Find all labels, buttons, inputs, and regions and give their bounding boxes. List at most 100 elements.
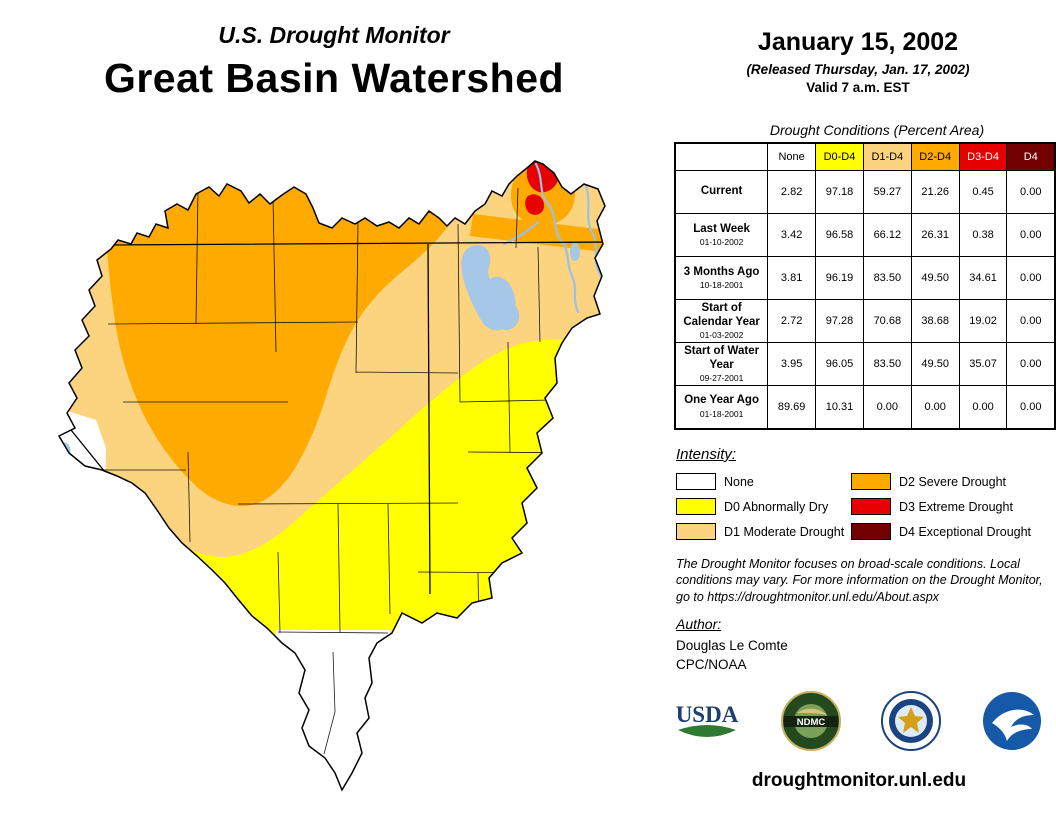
page-title: Great Basin Watershed <box>103 55 565 101</box>
percent-value-cell: 89.69 <box>767 385 817 429</box>
region-d2-severe-drought <box>103 166 456 507</box>
header-cell-d0d4: D0-D4 <box>815 142 864 171</box>
ndmc-logo: NDMC <box>780 691 841 751</box>
legend-swatch-d3 <box>851 498 891 515</box>
legend-item-d0: D0 Abnormally Dry <box>676 494 851 519</box>
county-borders <box>98 187 599 755</box>
percent-value-cell: 10.31 <box>815 385 864 429</box>
author-heading: Author: <box>676 616 722 632</box>
percent-value-cell: 0.00 <box>1006 170 1056 214</box>
author-name: Douglas Le Comte <box>676 638 788 653</box>
footer-url: droughtmonitor.unl.edu <box>751 770 967 791</box>
legend-column-left: None D0 Abnormally Dry D1 Moderate Droug… <box>676 469 851 544</box>
header-cell-d2d4: D2-D4 <box>910 142 960 171</box>
percent-value-cell: 0.00 <box>958 385 1008 429</box>
released-date: (Released Thursday, Jan. 17, 2002) <box>746 62 970 77</box>
percent-value-cell: 97.28 <box>815 299 864 343</box>
svg-text:NDMC: NDMC <box>796 717 825 728</box>
percent-value-cell: 83.50 <box>862 256 912 300</box>
row-label-cell: 3 Months Ago 10-18-2001 <box>674 256 769 300</box>
noaa-logo <box>982 692 1041 750</box>
legend-item-d2: D2 Severe Drought <box>851 469 1026 494</box>
legend-swatch-d2 <box>851 473 891 490</box>
percent-value-cell: 0.00 <box>1006 256 1056 300</box>
region-none-south-tail <box>270 630 390 790</box>
percent-value-cell: 83.50 <box>862 342 912 386</box>
table-row-3-months-ago: 3 Months Ago 10-18-2001 3.81 96.19 83.50… <box>674 256 1056 300</box>
row-label-cell: Start of Calendar Year 01-03-2002 <box>674 299 769 343</box>
percent-value-cell: 0.45 <box>958 170 1008 214</box>
header-corner-cell <box>674 142 769 171</box>
percent-value-cell: 3.42 <box>767 213 817 257</box>
usda-swoosh-icon <box>678 725 736 737</box>
percent-value-cell: 2.72 <box>767 299 817 343</box>
row-label-cell: Current <box>674 170 769 214</box>
percent-value-cell: 0.00 <box>1006 213 1056 257</box>
legend-item-d1: D1 Moderate Drought <box>676 519 851 544</box>
table-title: Drought Conditions (Percent Area) <box>769 122 985 138</box>
map-date: January 15, 2002 <box>757 28 959 56</box>
author-org: CPC/NOAA <box>676 657 747 672</box>
percent-value-cell: 0.38 <box>958 213 1008 257</box>
usda-logo: USDA <box>676 702 739 737</box>
disclaimer-text: The Drought Monitor focuses on broad-sca… <box>676 557 1043 604</box>
percent-value-cell: 66.12 <box>862 213 912 257</box>
noaa-bird-icon <box>991 709 1034 741</box>
region-d3-extreme-drought-2 <box>525 194 545 215</box>
percent-value-cell: 0.00 <box>1006 299 1056 343</box>
table-row-last-week: Last Week 01-10-2002 3.42 96.58 66.12 26… <box>674 213 1056 257</box>
table-row-start-water-year: Start of Water Year 09-27-2001 3.95 96.0… <box>674 342 1056 386</box>
percent-value-cell: 21.26 <box>910 170 960 214</box>
percent-value-cell: 96.05 <box>815 342 864 386</box>
percent-value-cell: 35.07 <box>958 342 1008 386</box>
legend-item-d3: D3 Extreme Drought <box>851 494 1026 519</box>
row-label-cell: Last Week 01-10-2002 <box>674 213 769 257</box>
legend-item-d4: D4 Exceptional Drought <box>851 519 1031 544</box>
drought-map-svg <box>57 160 606 792</box>
commerce-seal-logo <box>881 691 942 751</box>
header-cell-none: None <box>767 142 817 171</box>
commerce-eagle-icon <box>898 707 925 733</box>
row-label-cell: Start of Water Year 09-27-2001 <box>674 342 769 386</box>
percent-value-cell: 70.68 <box>862 299 912 343</box>
percent-value-cell: 0.00 <box>1006 342 1056 386</box>
percent-value-cell: 0.00 <box>1006 385 1056 429</box>
logo-row: USDA NDMC <box>672 690 1044 752</box>
header-cell-d1d4: D1-D4 <box>862 142 912 171</box>
percent-value-cell: 0.00 <box>910 385 960 429</box>
percent-value-cell: 19.02 <box>958 299 1008 343</box>
drought-conditions-table: None D0-D4 D1-D4 D2-D4 D3-D4 D4 Current … <box>674 142 1056 430</box>
percent-value-cell: 3.81 <box>767 256 817 300</box>
percent-value-cell: 97.18 <box>815 170 864 214</box>
report-kicker: U.S. Drought Monitor <box>218 22 450 48</box>
legend-item-none: None <box>676 469 851 494</box>
date-block: January 15, 2002 (Released Thursday, Jan… <box>678 28 1038 95</box>
table-row-start-calendar-year: Start of Calendar Year 01-03-2002 2.72 9… <box>674 299 1056 343</box>
legend-swatch-d1 <box>676 523 716 540</box>
percent-value-cell: 3.95 <box>767 342 817 386</box>
utah-lake <box>493 302 520 331</box>
region-d2-northeast-band <box>470 214 605 254</box>
watershed-outline <box>57 160 606 792</box>
header-cell-d3d4: D3-D4 <box>958 142 1008 171</box>
percent-value-cell: 26.31 <box>910 213 960 257</box>
legend-swatch-d0 <box>676 498 716 515</box>
valid-time: Valid 7 a.m. EST <box>806 80 910 95</box>
table-row-one-year-ago: One Year Ago 01-18-2001 89.69 10.31 0.00… <box>674 385 1056 429</box>
percent-value-cell: 49.50 <box>910 342 960 386</box>
legend-title: Intensity: <box>676 446 737 463</box>
row-label-cell: One Year Ago 01-18-2001 <box>674 385 769 429</box>
header-cell-d4: D4 <box>1006 142 1056 171</box>
percent-value-cell: 0.00 <box>862 385 912 429</box>
table-row-current: Current 2.82 97.18 59.27 21.26 0.45 0.00 <box>674 170 1056 214</box>
percent-value-cell: 34.61 <box>958 256 1008 300</box>
drought-map <box>38 152 690 812</box>
percent-value-cell: 2.82 <box>767 170 817 214</box>
svg-text:USDA: USDA <box>676 702 739 727</box>
bear-lake <box>570 243 580 261</box>
left-header: U.S. Drought Monitor Great Basin Watersh… <box>0 22 668 102</box>
percent-value-cell: 96.19 <box>815 256 864 300</box>
legend-column-right: D2 Severe Drought D3 Extreme Drought D4 … <box>851 469 1031 544</box>
percent-value-cell: 49.50 <box>910 256 960 300</box>
